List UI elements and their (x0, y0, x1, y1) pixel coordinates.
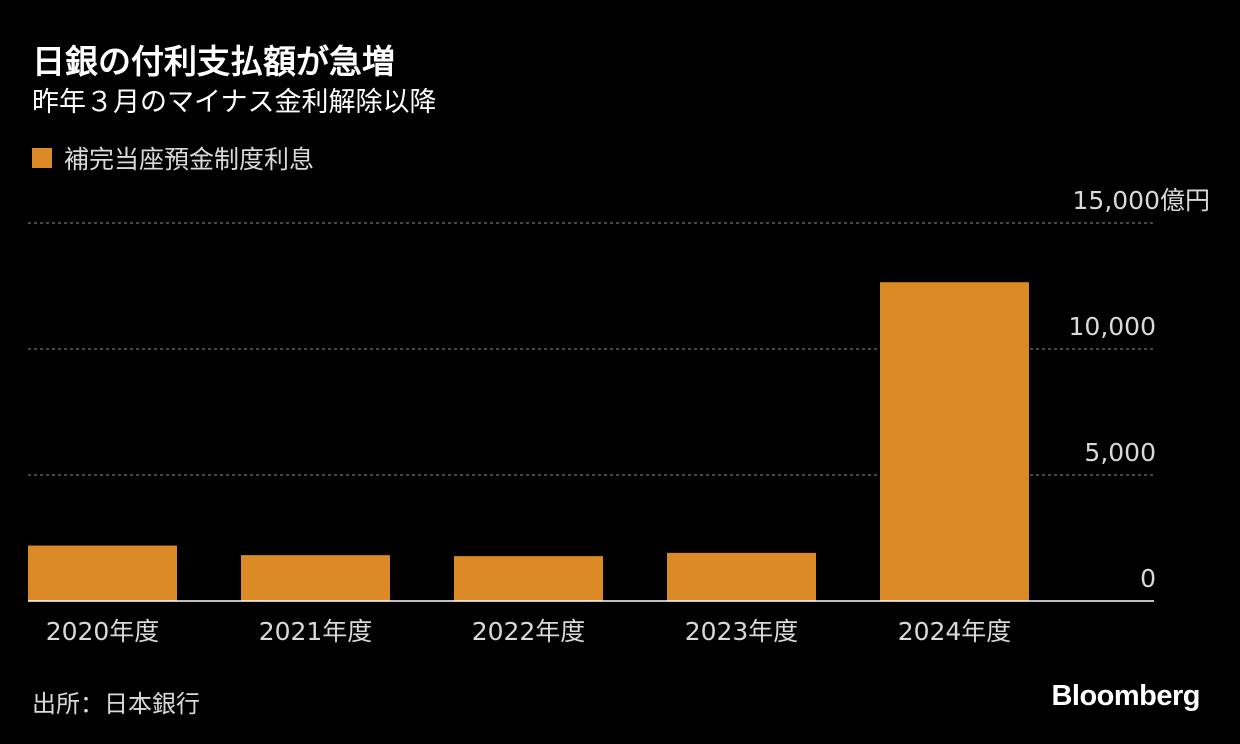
y-tick-label: 0 (1140, 564, 1156, 593)
chart-subtitle: 昨年３月のマイナス金利解除以降 (32, 87, 437, 118)
legend-swatch (32, 148, 52, 168)
x-tick-label: 2021年度 (259, 617, 373, 646)
x-tick-label: 2022年度 (472, 617, 586, 646)
bar (28, 545, 177, 601)
bar (880, 282, 1029, 601)
x-tick-label: 2023年度 (685, 617, 799, 646)
y-tick-label: 5,000 (1084, 438, 1156, 467)
x-tick-label: 2024年度 (898, 617, 1012, 646)
legend-label: 補完当座預金制度利息 (64, 145, 315, 174)
x-tick-label: 2020年度 (46, 617, 160, 646)
y-tick-label: 10,000 (1069, 312, 1156, 341)
bar (241, 555, 390, 601)
bar (454, 556, 603, 601)
legend: 補完当座預金制度利息 (32, 140, 314, 176)
bar (667, 552, 816, 601)
source-note: 出所：日本銀行 (32, 690, 200, 718)
y-tick-label: 15,000億円 (1073, 186, 1210, 215)
bloomberg-logo: Bloomberg (1051, 680, 1200, 712)
chart-title: 日銀の付利支払額が急増 (32, 42, 395, 81)
